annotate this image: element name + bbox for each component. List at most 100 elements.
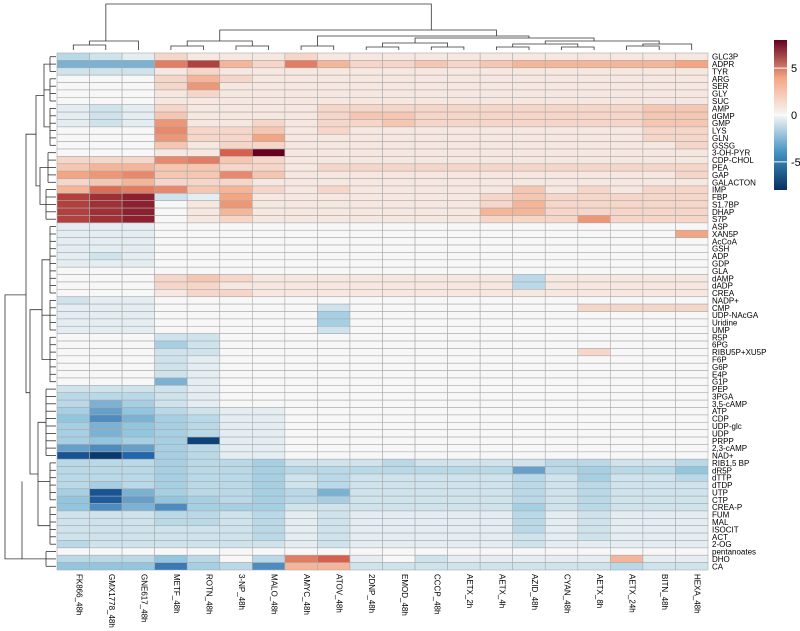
heatmap-cell — [284, 296, 318, 305]
heatmap-cell — [252, 111, 286, 120]
heatmap-cell — [252, 170, 286, 179]
heatmap-cell — [544, 444, 579, 453]
heatmap-cell — [56, 311, 90, 320]
heatmap-cell — [284, 318, 318, 327]
heatmap-cell — [544, 60, 579, 69]
heatmap-cell — [121, 510, 155, 519]
heatmap-cell — [610, 562, 644, 571]
heatmap-cell — [317, 207, 351, 216]
heatmap-cell — [317, 163, 351, 172]
row-label: GSH — [712, 245, 730, 254]
heatmap-cell — [414, 370, 448, 379]
heatmap-cell — [56, 185, 90, 194]
row-label: R5P — [712, 333, 728, 342]
heatmap-cell — [577, 488, 611, 497]
heatmap-cell — [186, 540, 221, 549]
heatmap-cell — [317, 289, 351, 298]
heatmap-cell — [382, 104, 416, 113]
heatmap-cell — [675, 481, 709, 490]
heatmap-cell — [284, 126, 318, 135]
heatmap-cell — [414, 562, 448, 571]
heatmap-cell — [252, 67, 286, 76]
heatmap-cell — [544, 133, 579, 142]
heatmap-cell — [56, 481, 90, 490]
heatmap-cell — [544, 466, 579, 475]
heatmap-cell — [414, 466, 448, 475]
heatmap-cell — [479, 311, 513, 320]
heatmap-cell — [252, 163, 286, 172]
dendrogram-branch — [317, 35, 530, 46]
heatmap-cell — [186, 207, 221, 216]
heatmap-cell — [447, 510, 481, 519]
heatmap-cell — [349, 163, 383, 172]
heatmap-cell — [56, 200, 90, 209]
heatmap-cell — [317, 303, 351, 312]
heatmap-cell — [284, 178, 318, 187]
dendrogram-branch — [219, 29, 497, 41]
heatmap-cell — [219, 466, 253, 475]
heatmap-cell — [219, 274, 253, 283]
heatmap-cell — [610, 229, 644, 238]
heatmap-cell — [414, 244, 448, 253]
heatmap-cell — [414, 126, 448, 135]
heatmap-cell — [675, 348, 709, 357]
heatmap-cell — [414, 104, 448, 113]
heatmap-cell — [479, 362, 513, 371]
heatmap-cell — [56, 488, 90, 497]
heatmap-cell — [154, 540, 188, 549]
row-label: UMP — [712, 326, 730, 335]
column-label: GNE617_48h — [139, 574, 148, 622]
heatmap-cell — [610, 532, 644, 541]
heatmap-cell — [447, 281, 481, 290]
heatmap-cell — [186, 451, 221, 460]
heatmap-cell — [154, 303, 188, 312]
heatmap-cell — [512, 97, 546, 105]
row-label: dR5P — [712, 466, 732, 475]
heatmap-cell — [89, 554, 123, 563]
heatmap-cell — [56, 414, 90, 423]
heatmap-cell — [121, 289, 155, 298]
heatmap-cell — [186, 222, 221, 231]
row-label: dAMP — [712, 274, 734, 283]
heatmap-cell — [610, 148, 644, 157]
heatmap-cell — [121, 407, 155, 416]
heatmap-cell — [675, 222, 709, 231]
heatmap-cell — [349, 348, 383, 357]
heatmap-cell — [349, 547, 383, 556]
heatmap-cell — [121, 111, 155, 120]
heatmap-cell — [56, 340, 90, 349]
heatmap-cell — [252, 318, 286, 327]
heatmap-cell — [447, 252, 481, 261]
heatmap-cell — [479, 517, 513, 526]
heatmap-cell — [479, 385, 513, 394]
heatmap-cell — [479, 488, 513, 497]
heatmap-cell — [317, 444, 351, 453]
heatmap-cell — [154, 104, 188, 113]
heatmap-cell — [349, 377, 383, 386]
heatmap-cell — [252, 215, 286, 224]
heatmap-cell — [219, 540, 253, 549]
heatmap-cell — [89, 259, 123, 268]
heatmap-cell — [382, 481, 416, 490]
heatmap-cell — [447, 355, 481, 364]
column-label: FK866_48h — [74, 574, 83, 615]
heatmap-cell — [382, 532, 416, 541]
heatmap-cell — [56, 436, 90, 445]
heatmap-cell — [154, 133, 188, 142]
heatmap-cell — [252, 52, 286, 61]
column-label: MALO_48h — [270, 574, 279, 614]
row-label: TYR — [712, 67, 728, 76]
heatmap-cell — [447, 421, 481, 430]
heatmap-cell — [447, 178, 481, 187]
heatmap-cell — [186, 488, 221, 497]
heatmap-cell — [252, 547, 286, 556]
heatmap-cell — [447, 89, 481, 98]
heatmap-cell — [382, 141, 416, 150]
row-label: SUC — [712, 97, 729, 106]
heatmap-cell — [317, 74, 351, 83]
heatmap-cell — [512, 488, 546, 497]
heatmap-cell — [577, 266, 611, 275]
heatmap-cell — [447, 473, 481, 482]
heatmap-cell — [284, 97, 318, 105]
heatmap-cell — [544, 340, 579, 349]
